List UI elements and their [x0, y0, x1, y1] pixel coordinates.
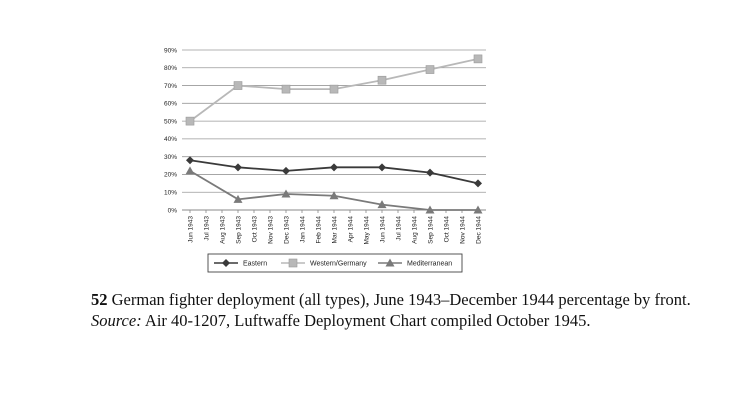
data-point-mediterranean	[185, 166, 195, 175]
data-point-mediterranean	[329, 191, 339, 200]
line-chart: 0% 10% 20% 30% 40% 50% 60% 70% 80% 90% Jun 1943 Jul…	[164, 47, 486, 273]
legend-box	[207, 253, 463, 273]
x-tick-label: Sep 1944	[427, 216, 434, 244]
data-point-western-germany	[233, 81, 243, 90]
y-tick-label: 40%	[164, 136, 177, 143]
x-tick-label: Jul 1944	[395, 216, 402, 241]
x-tick-label: Nov 1944	[459, 216, 466, 244]
data-point-western-germany	[377, 75, 387, 85]
x-tick-label: May 1944	[363, 216, 370, 245]
data-point-eastern	[474, 179, 482, 188]
x-tick-label: Oct 1944	[443, 216, 450, 243]
legend-label-eastern: Eastern	[243, 261, 267, 268]
data-point-eastern	[426, 168, 434, 177]
data-point-mediterranean	[425, 205, 435, 214]
x-tick-label: Aug 1944	[411, 216, 418, 244]
data-point-mediterranean	[233, 194, 243, 203]
legend-label-mediterranean: Mediterranean	[407, 261, 452, 268]
data-point-western-germany	[281, 84, 291, 94]
legend-marker-western-germany	[288, 258, 298, 268]
y-tick-label: 50%	[164, 118, 177, 125]
y-tick-label: 90%	[164, 47, 177, 54]
figure-number: 52	[91, 290, 108, 309]
data-point-eastern	[234, 163, 242, 172]
y-tick-label: 60%	[164, 101, 177, 108]
series-line-mediterranean	[189, 170, 478, 211]
data-point-eastern	[330, 163, 338, 172]
data-point-western-germany	[473, 54, 483, 64]
y-tick-label: 30%	[164, 154, 177, 161]
x-tick-label: Mar 1944	[331, 216, 338, 244]
figure-caption: 52 German fighter deployment (all types)…	[91, 289, 711, 331]
source-text: Air 40-1207, Luftwaffe Deployment Chart …	[144, 311, 591, 330]
y-tick-label: 10%	[164, 190, 177, 197]
x-tick-label: Oct 1943	[251, 216, 258, 243]
y-tick-label: 0%	[168, 207, 178, 214]
x-tick-label: Jul 1943	[203, 216, 210, 241]
caption-text: German fighter deployment (all types), J…	[111, 290, 691, 309]
data-point-eastern	[186, 156, 194, 165]
x-tick-label: Feb 1944	[315, 216, 322, 244]
data-point-mediterranean	[473, 205, 483, 214]
data-point-eastern	[378, 163, 386, 172]
x-tick-label: Dec 1943	[283, 216, 290, 244]
y-tick-label: 80%	[164, 65, 177, 72]
data-point-western-germany	[185, 116, 195, 126]
source-label: Source:	[91, 311, 142, 330]
data-point-western-germany	[425, 65, 435, 74]
x-tick-label: Dec 1944	[475, 216, 482, 244]
x-tick-label: Aug 1943	[219, 216, 226, 244]
data-point-mediterranean	[377, 200, 387, 209]
x-tick-label: Jun 1944	[379, 216, 386, 243]
legend-label-western-germany: Western/Germany	[310, 261, 367, 268]
data-point-eastern	[282, 166, 290, 175]
y-tick-label: 20%	[164, 172, 177, 179]
x-tick-label: Sep 1943	[235, 216, 242, 244]
data-point-mediterranean	[281, 189, 291, 198]
legend-marker-eastern	[222, 259, 230, 267]
data-point-western-germany	[329, 84, 339, 94]
x-tick-label: Jun 1943	[187, 216, 194, 243]
legend-marker-mediterranean	[385, 258, 395, 267]
x-tick-label: Nov 1943	[267, 216, 274, 244]
x-tick-label: Jan 1944	[299, 216, 306, 243]
x-tick-label: Apr 1944	[347, 216, 354, 243]
y-tick-label: 70%	[164, 83, 177, 90]
